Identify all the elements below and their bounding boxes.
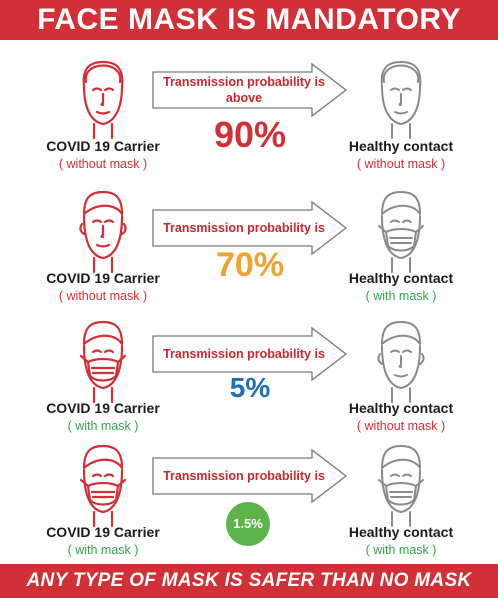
arrow-text: Transmission probability is — [163, 347, 325, 361]
contact-mask-status: ( with mask ) — [365, 289, 437, 303]
carrier-label: COVID 19 Carrier ( with mask ) — [18, 400, 188, 434]
transmission-arrow: Transmission probability is — [150, 200, 350, 256]
carrier-mask-status: ( with mask ) — [67, 419, 139, 433]
arrow-text: Transmission probability is — [163, 469, 325, 483]
contact-label: Healthy contact ( without mask ) — [316, 400, 486, 434]
carrier-mask-status: ( without mask ) — [58, 157, 148, 171]
carrier-label: COVID 19 Carrier ( without mask ) — [18, 270, 188, 304]
contact-label: Healthy contact ( without mask ) — [316, 138, 486, 172]
probability-value: 70% — [215, 246, 285, 284]
contact-face-icon — [366, 440, 436, 527]
contact-name: Healthy contact — [348, 270, 454, 286]
contact-label: Healthy contact ( with mask ) — [316, 270, 486, 304]
contact-name: Healthy contact — [348, 400, 454, 416]
footer-banner: ANY TYPE OF MASK IS SAFER THAN NO MASK — [0, 564, 498, 598]
arrow-text: Transmission probability is — [163, 221, 325, 235]
carrier-face-icon — [68, 186, 138, 274]
carrier-label: COVID 19 Carrier ( with mask ) — [18, 524, 188, 558]
carrier-face-icon — [68, 316, 138, 404]
carrier-label: COVID 19 Carrier ( without mask ) — [18, 138, 188, 172]
contact-face-icon — [366, 316, 436, 403]
transmission-arrow: Transmission probability is — [150, 326, 350, 382]
contact-face-icon — [366, 186, 436, 273]
contact-name: Healthy contact — [348, 524, 454, 540]
carrier-mask-status: ( without mask ) — [58, 289, 148, 303]
probability-value: 90% — [213, 114, 287, 155]
contact-label: Healthy contact ( with mask ) — [316, 524, 486, 558]
transmission-arrow: Transmission probability is — [150, 448, 350, 504]
probability-value: 5% — [229, 372, 271, 403]
carrier-face-icon — [68, 52, 138, 140]
carrier-name: COVID 19 Carrier — [46, 400, 160, 416]
title-banner: FACE MASK IS MANDATORY — [0, 0, 498, 40]
carrier-mask-status: ( with mask ) — [67, 543, 139, 557]
carrier-face-icon — [68, 440, 138, 528]
scenario-row-4: COVID 19 Carrier ( with mask ) Transmiss… — [0, 440, 498, 568]
contact-mask-status: ( without mask ) — [356, 157, 446, 171]
carrier-name: COVID 19 Carrier — [46, 524, 160, 540]
arrow-text: Transmission probability is above — [163, 75, 325, 105]
contact-name: Healthy contact — [348, 138, 454, 154]
carrier-name: COVID 19 Carrier — [46, 138, 160, 154]
contact-mask-status: ( with mask ) — [365, 543, 437, 557]
transmission-arrow: Transmission probability is above — [150, 62, 350, 118]
scenario-row-1: COVID 19 Carrier ( without mask ) Transm… — [0, 52, 498, 180]
scenario-row-3: COVID 19 Carrier ( with mask ) Transmiss… — [0, 316, 498, 444]
contact-mask-status: ( without mask ) — [356, 419, 446, 433]
carrier-name: COVID 19 Carrier — [46, 270, 160, 286]
scenario-row-2: COVID 19 Carrier ( without mask ) Transm… — [0, 186, 498, 314]
probability-badge: 1.5% — [226, 502, 270, 546]
contact-face-icon — [366, 52, 436, 139]
